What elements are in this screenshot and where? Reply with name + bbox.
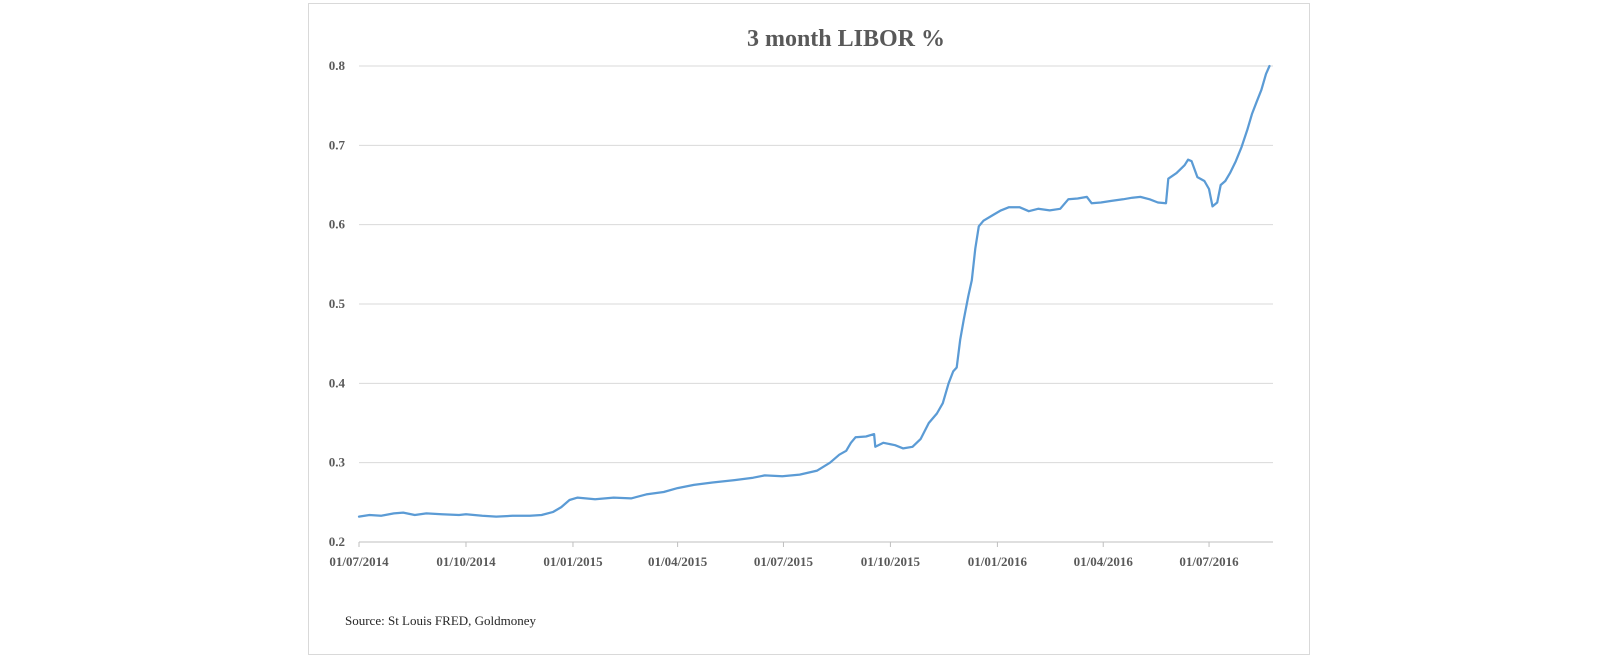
y-tick-label: 0.3 — [329, 455, 346, 470]
x-tick-label: 01/01/2015 — [543, 554, 603, 569]
x-tick-label: 01/07/2014 — [329, 554, 389, 569]
y-tick-label: 0.7 — [329, 137, 346, 152]
chart-frame: 3 month LIBOR % 0.2 0.3 0.4 0.5 0.6 0.7 0.8 01… — [308, 3, 1310, 655]
series-layer — [357, 64, 1271, 518]
libor-series-line — [357, 64, 1271, 518]
y-tick-label: 0.4 — [329, 375, 346, 390]
y-tick-label: 0.5 — [329, 296, 346, 311]
y-axis-tick-labels: 0.2 0.3 0.4 0.5 0.6 0.7 0.8 — [329, 58, 346, 549]
y-tick-label: 0.8 — [329, 58, 346, 73]
chart-title: 3 month LIBOR % — [747, 26, 945, 52]
y-tick-label: 0.2 — [329, 534, 345, 549]
x-tick-label: 01/10/2015 — [861, 554, 921, 569]
x-tick-label: 01/04/2015 — [648, 554, 708, 569]
x-tick-label: 01/04/2016 — [1074, 554, 1134, 569]
x-tick-label: 01/10/2014 — [436, 554, 496, 569]
x-tick-label: 01/07/2015 — [754, 554, 814, 569]
line-chart: 3 month LIBOR % 0.2 0.3 0.4 0.5 0.6 0.7 0.8 01… — [329, 26, 1273, 628]
source-note: Source: St Louis FRED, Goldmoney — [345, 613, 537, 628]
y-tick-label: 0.6 — [329, 217, 346, 232]
gridlines — [359, 65, 1273, 464]
x-tick-label: 01/07/2016 — [1179, 554, 1239, 569]
x-axis-tick-labels: 01/07/2014 01/10/2014 01/01/2015 01/04/2015… — [329, 542, 1239, 569]
x-tick-label: 01/01/2016 — [968, 554, 1028, 569]
